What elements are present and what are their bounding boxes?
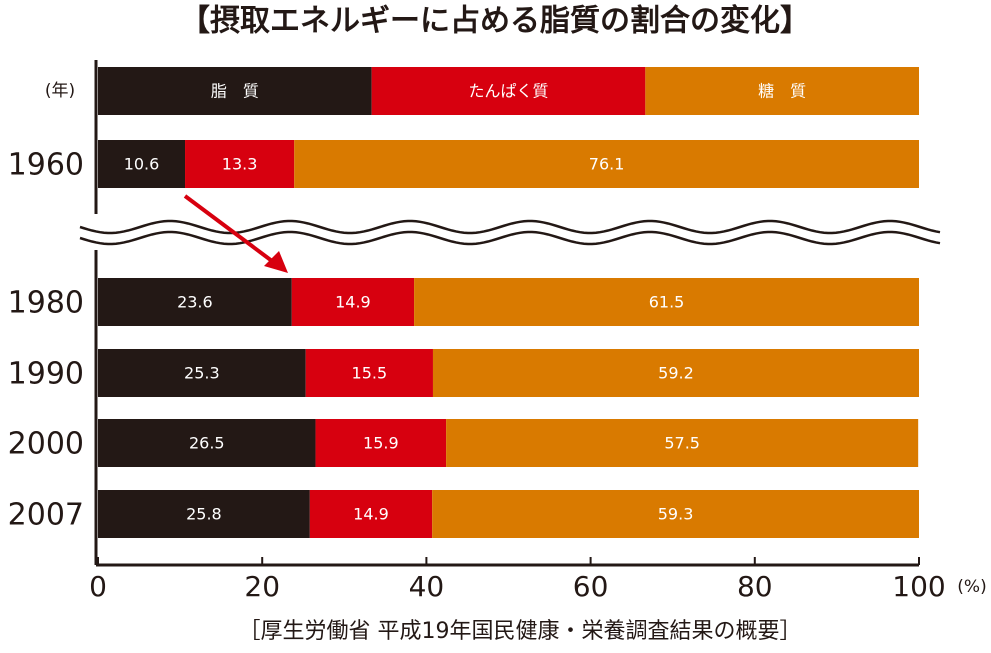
value-label: 57.5 <box>664 434 700 453</box>
value-label: 76.1 <box>589 155 625 174</box>
bar-segment <box>309 490 433 538</box>
bar-segment <box>315 419 447 467</box>
bar-segment <box>294 140 919 188</box>
value-label: 15.9 <box>363 434 399 453</box>
bar-segment <box>98 490 310 538</box>
bar-segment <box>98 278 292 326</box>
x-unit: (%) <box>957 577 986 597</box>
legend-label: 糖 質 <box>758 82 806 101</box>
value-label: 59.2 <box>658 364 694 383</box>
y-tick-label: 1980 <box>8 286 84 321</box>
bar-segment <box>414 278 919 326</box>
value-label: 25.8 <box>186 505 222 524</box>
y-tick-label: 2000 <box>8 427 84 462</box>
bar-segment <box>291 278 415 326</box>
bar-segment <box>432 490 919 538</box>
value-label: 10.6 <box>124 155 160 174</box>
value-label: 13.3 <box>222 155 258 174</box>
bar-segment <box>305 349 433 397</box>
arrow <box>183 194 278 266</box>
value-label: 25.3 <box>184 364 220 383</box>
value-label: 23.6 <box>177 293 213 312</box>
x-tick-label: 100 <box>892 570 945 603</box>
value-label: 14.9 <box>335 293 371 312</box>
value-label: 61.5 <box>649 293 685 312</box>
bar-segment <box>98 140 186 188</box>
legend-swatch <box>98 67 372 115</box>
value-label: 15.5 <box>352 364 388 383</box>
x-tick-label: 40 <box>409 570 445 603</box>
x-tick-label: 80 <box>737 570 773 603</box>
bar-segment <box>432 349 919 397</box>
y-tick-label: 2007 <box>8 498 84 533</box>
source: ［厚生労働省 平成19年国民健康・栄養調査結果の概要］ <box>239 619 802 644</box>
arrow-head <box>264 251 288 273</box>
legend-label: たんぱく質 <box>468 82 548 101</box>
legend-swatch <box>371 67 646 115</box>
y-unit: (年) <box>45 81 75 101</box>
legend-label: 脂 質 <box>211 82 259 101</box>
legend-swatch <box>645 67 919 115</box>
x-tick-label: 0 <box>89 570 107 603</box>
value-label: 59.3 <box>658 505 694 524</box>
bar-segment <box>185 140 295 188</box>
x-tick-label: 20 <box>244 570 280 603</box>
axis-break <box>79 230 941 246</box>
axis-break <box>79 219 941 235</box>
bar-segment <box>446 419 919 467</box>
value-label: 14.9 <box>353 505 389 524</box>
bar-segment <box>98 349 306 397</box>
y-tick-label: 1960 <box>8 148 84 183</box>
y-tick-label: 1990 <box>8 357 84 392</box>
value-label: 26.5 <box>189 434 225 453</box>
chart-title: 【摂取エネルギーに占める脂質の割合の変化】 <box>180 4 810 39</box>
x-tick-label: 60 <box>573 570 609 603</box>
bar-segment <box>98 419 316 467</box>
